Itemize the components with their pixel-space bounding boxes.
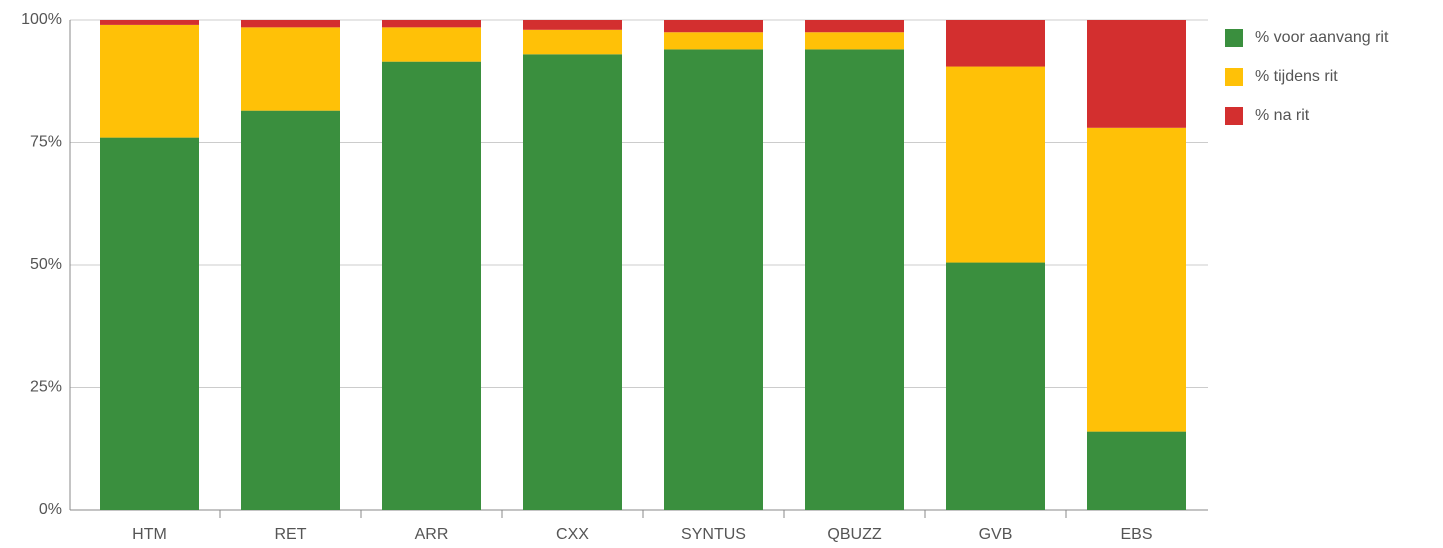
x-tick-label: QBUZZ (827, 526, 881, 543)
y-tick-label: 25% (30, 379, 62, 396)
y-tick-label: 0% (39, 501, 62, 518)
legend-swatch (1225, 29, 1243, 47)
bar-segment (241, 20, 340, 28)
bar-segment (100, 24, 199, 138)
x-tick-label: GVB (979, 526, 1013, 543)
bar-segment (1087, 431, 1186, 510)
bar-segment (100, 137, 199, 510)
bar-segment (382, 61, 481, 511)
bar-segment (664, 32, 763, 50)
bar-segment (805, 20, 904, 33)
x-tick-label: SYNTUS (681, 526, 746, 543)
bar-segment (1087, 20, 1186, 128)
bar-segment (382, 20, 481, 28)
x-tick-label: CXX (556, 526, 589, 543)
bar-segment (100, 20, 199, 25)
bar-segment (523, 29, 622, 55)
bar-segment (664, 20, 763, 33)
bar-segment (241, 110, 340, 511)
bar-segment (805, 49, 904, 511)
bar-segment (805, 32, 904, 50)
legend-label: % voor aanvang rit (1255, 29, 1389, 46)
x-tick-label: ARR (415, 526, 449, 543)
y-tick-label: 75% (30, 134, 62, 151)
x-tick-label: RET (275, 526, 307, 543)
bar-segment (241, 27, 340, 111)
y-tick-label: 100% (21, 11, 62, 28)
bar-segment (946, 66, 1045, 263)
x-tick-label: HTM (132, 526, 167, 543)
bar-segment (523, 20, 622, 30)
y-tick-label: 50% (30, 256, 62, 273)
bar-segment (382, 27, 481, 62)
bar-segment (946, 20, 1045, 67)
legend-swatch (1225, 68, 1243, 86)
bar-segment (946, 262, 1045, 510)
bar-segment (1087, 127, 1186, 432)
bar-segment (664, 49, 763, 511)
legend-swatch (1225, 107, 1243, 125)
legend-label: % na rit (1255, 107, 1310, 124)
x-tick-label: EBS (1120, 526, 1152, 543)
bar-segment (523, 54, 622, 511)
legend-label: % tijdens rit (1255, 68, 1338, 85)
